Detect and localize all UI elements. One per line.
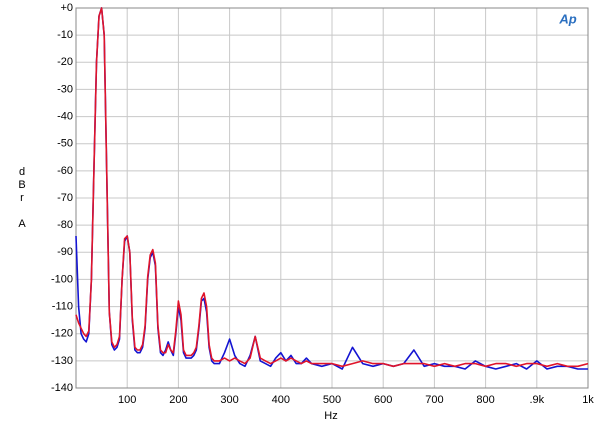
logo: Ap — [558, 11, 576, 26]
x-tick-label: 800 — [476, 394, 494, 406]
x-tick-label: 600 — [374, 394, 392, 406]
x-tick-label: 300 — [220, 394, 238, 406]
y-tick-label: -20 — [57, 56, 73, 68]
y-tick-label: -40 — [57, 110, 73, 122]
series-line — [75, 7, 589, 368]
y-tick-label: -50 — [57, 138, 73, 150]
x-tick-label: 500 — [323, 394, 341, 406]
y-tick-label: -80 — [57, 219, 73, 231]
x-axis-label: Hz — [324, 410, 337, 422]
x-tick-label: 700 — [425, 394, 443, 406]
y-tick-label: -70 — [57, 192, 73, 204]
y-tick-label: -10 — [57, 29, 73, 41]
y-tick-label: +0 — [60, 2, 73, 14]
y-tick-label: -100 — [51, 273, 73, 285]
x-tick-label: .9k — [529, 394, 544, 406]
y-tick-label: -120 — [51, 328, 73, 340]
y-tick-label: -110 — [52, 300, 73, 312]
y-tick-label: -140 — [51, 382, 73, 394]
y-tick-label: -30 — [57, 83, 73, 95]
y-tick-label: -90 — [57, 246, 73, 258]
plot-frame — [75, 7, 589, 389]
x-tick-label: 400 — [272, 394, 290, 406]
x-tick-label: 1k — [582, 394, 594, 406]
x-tick-label: 100 — [118, 394, 136, 406]
y-tick-label: -60 — [57, 165, 73, 177]
x-tick-label: 200 — [169, 394, 187, 406]
y-tick-label: -130 — [51, 355, 73, 367]
